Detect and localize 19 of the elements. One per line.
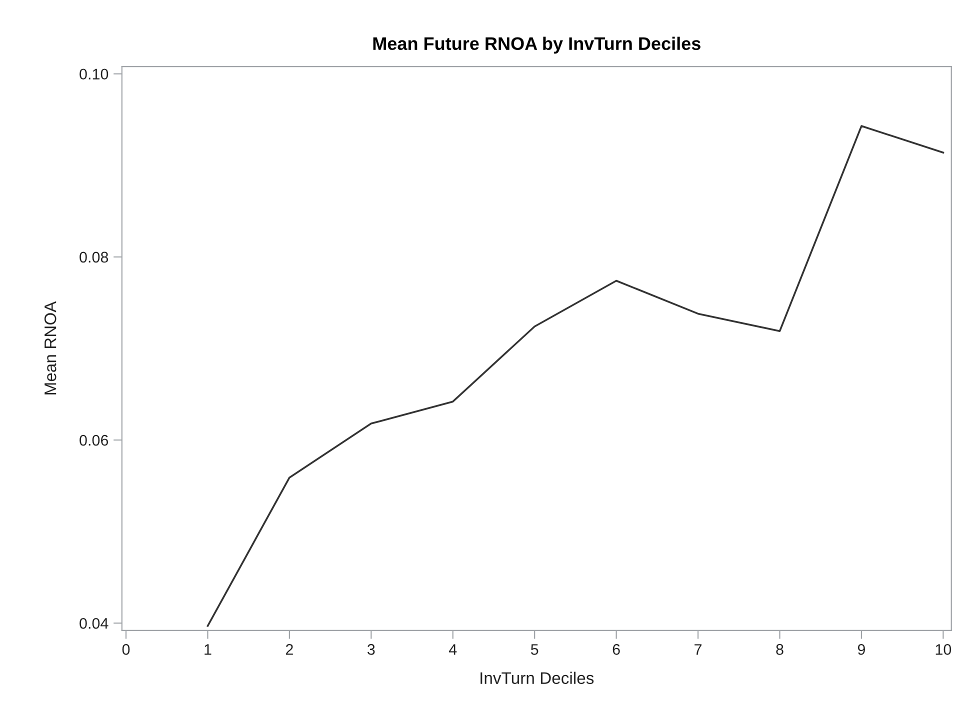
- y-axis-title: Mean RNOA: [44, 301, 56, 394]
- y-tick-label: 0.06: [80, 434, 108, 446]
- x-tick-label: 10: [936, 644, 952, 655]
- y-tick-label: 0.08: [80, 252, 108, 263]
- x-tick-label: 1: [204, 644, 212, 655]
- x-tick-label: 7: [694, 644, 702, 655]
- x-tick-label: 3: [367, 644, 375, 655]
- x-tick-label: 5: [530, 644, 538, 655]
- x-tick-label: 6: [612, 644, 620, 655]
- x-axis-title: InvTurn Deciles: [480, 672, 594, 684]
- chart-title: Mean Future RNOA by InvTurn Deciles: [373, 36, 700, 54]
- y-tick-label: 0.04: [80, 618, 108, 629]
- x-tick-label: 4: [448, 644, 457, 655]
- x-tick-label: 0: [122, 644, 130, 655]
- x-tick-label: 9: [858, 644, 865, 655]
- line-series: [206, 125, 944, 627]
- x-tick-label: 2: [286, 644, 293, 655]
- y-tick-label: 0.10: [80, 68, 108, 80]
- x-tick-label: 8: [776, 644, 784, 655]
